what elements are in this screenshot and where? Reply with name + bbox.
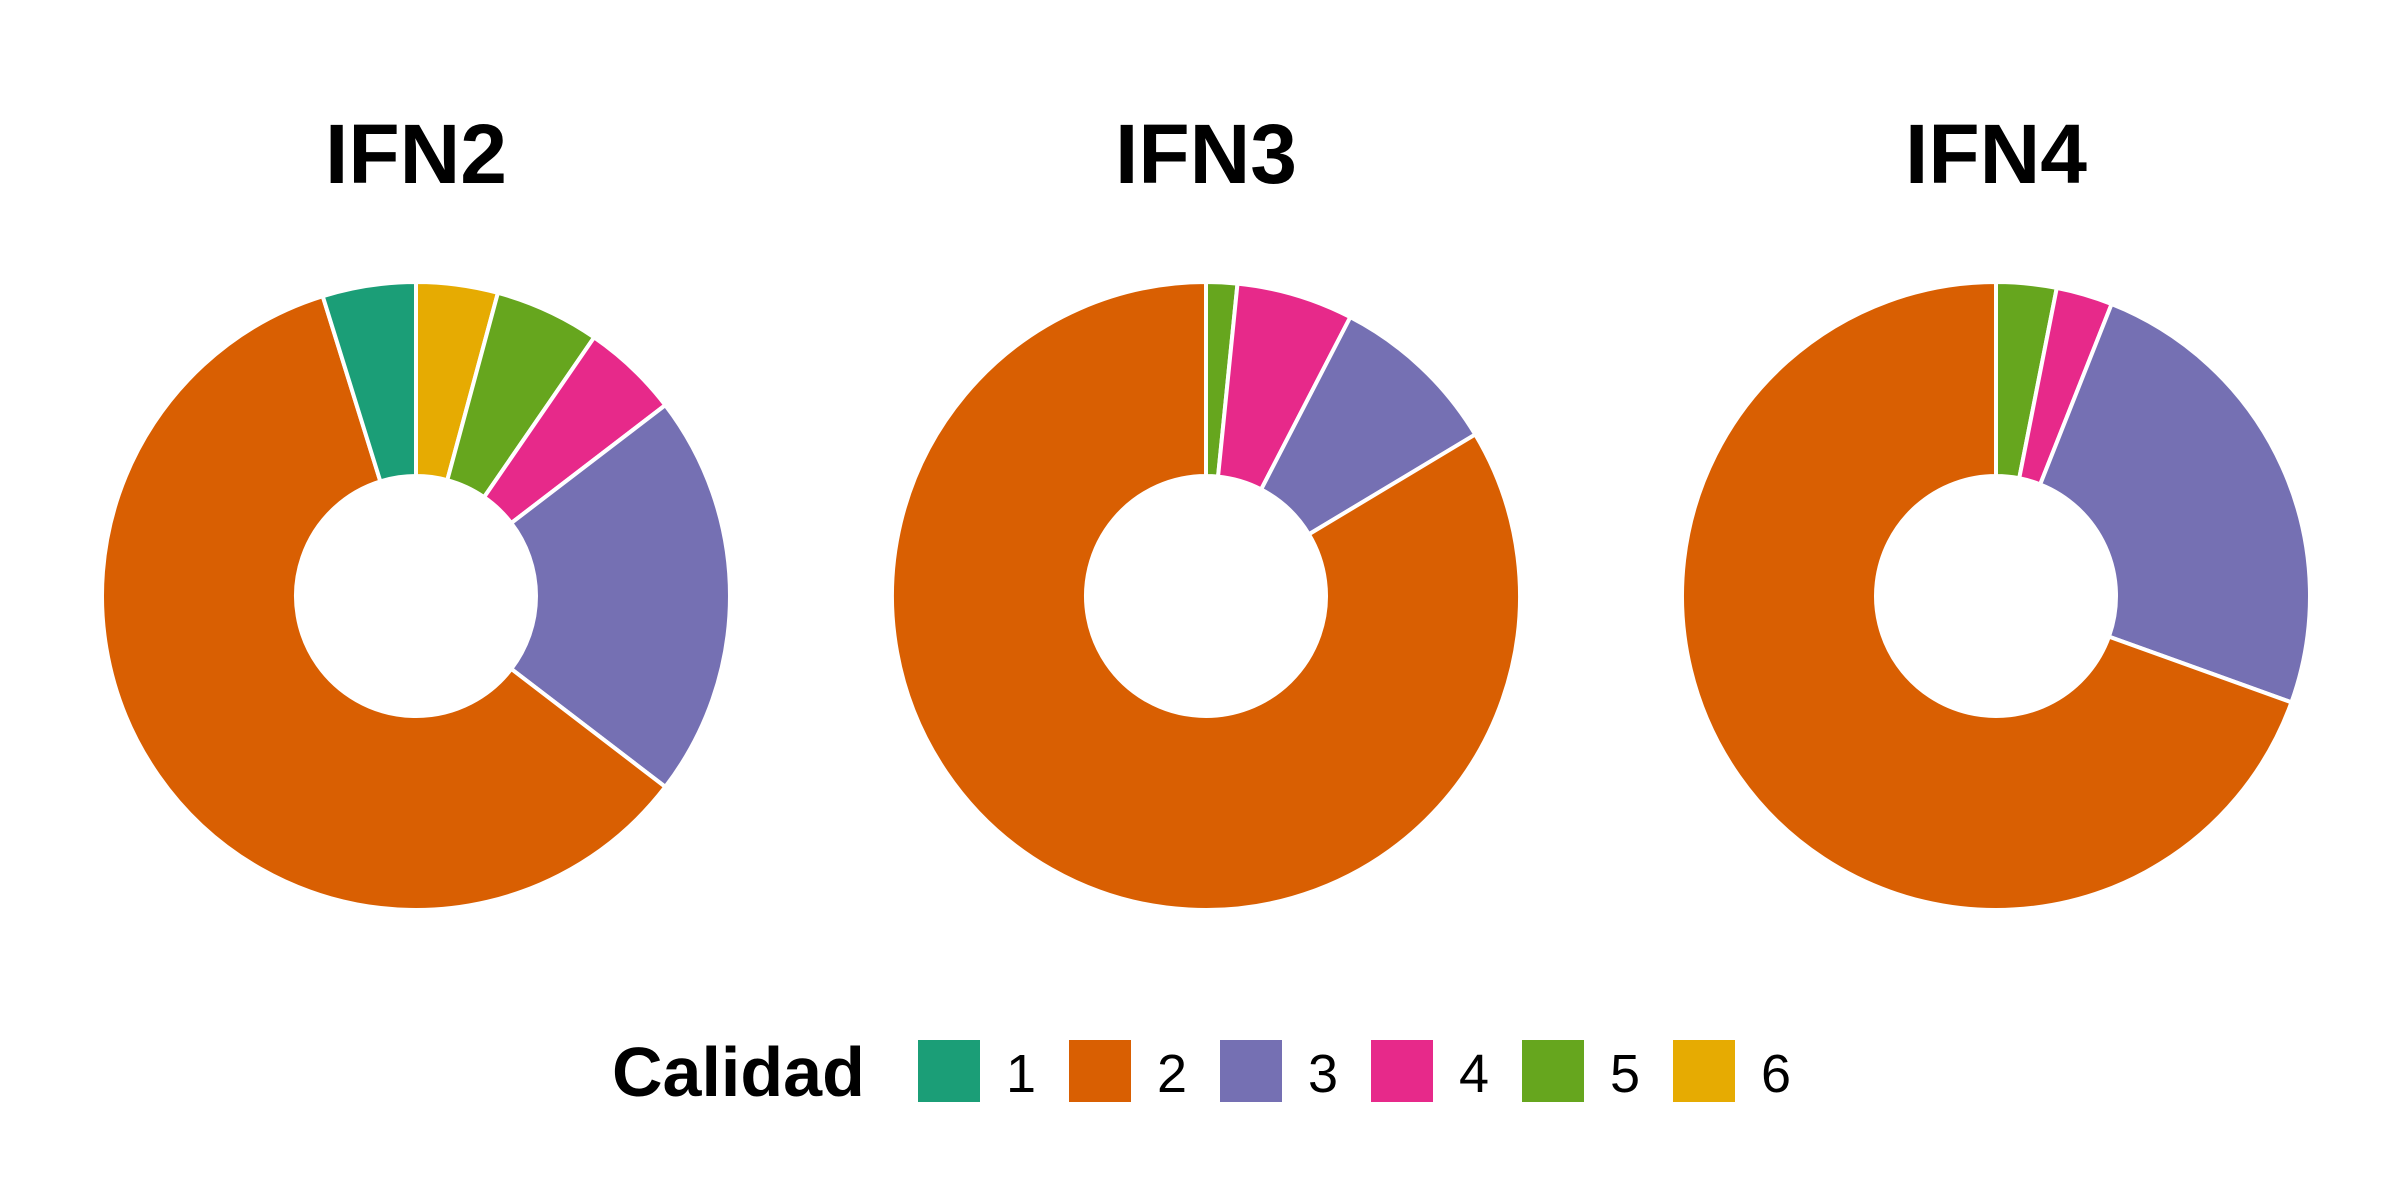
panel-title: IFN2 — [325, 107, 507, 201]
panel-title: IFN3 — [1115, 107, 1297, 201]
donut-slice-calidad-2 — [890, 279, 1522, 912]
legend-label: 5 — [1610, 1044, 1640, 1104]
legend-entry-1: 1 — [918, 1040, 1036, 1104]
legend-entry-4: 4 — [1371, 1040, 1489, 1104]
legend-label: 2 — [1157, 1044, 1187, 1104]
legend-label: 4 — [1459, 1044, 1489, 1104]
panel-title: IFN4 — [1905, 107, 2087, 201]
donut-slice-calidad-3 — [2037, 301, 2312, 705]
legend-entry-3: 3 — [1220, 1040, 1338, 1104]
legend-label: 1 — [1006, 1044, 1036, 1104]
donut-panel-ifn4: IFN4 — [1680, 107, 2312, 912]
donut-slice-calidad-3 — [508, 402, 732, 790]
donut-panel-ifn3: IFN3 — [890, 107, 1522, 912]
legend-title: Calidad — [612, 1033, 865, 1111]
legend-entry-2: 2 — [1069, 1040, 1187, 1104]
legend: Calidad 1 2 3 4 5 6 — [612, 1033, 1791, 1111]
panels-layer: IFN2 IFN3 IFN4 — [99, 107, 2312, 912]
legend-label: 6 — [1761, 1044, 1791, 1104]
donut-slice-calidad-1 — [320, 279, 418, 484]
legend-swatch — [1371, 1040, 1433, 1102]
legend-swatch — [1522, 1040, 1584, 1102]
donut-slice-calidad-2 — [1680, 279, 2295, 912]
legend-swatch — [918, 1040, 980, 1102]
legend-entry-5: 5 — [1522, 1040, 1640, 1104]
legend-label: 3 — [1308, 1044, 1338, 1104]
legend-swatch — [1673, 1040, 1735, 1102]
legend-entry-6: 6 — [1673, 1040, 1791, 1104]
legend-swatch — [1069, 1040, 1131, 1102]
donut-slice-calidad-2 — [99, 293, 669, 912]
donut-panel-ifn2: IFN2 — [99, 107, 732, 912]
legend-swatch — [1220, 1040, 1282, 1102]
